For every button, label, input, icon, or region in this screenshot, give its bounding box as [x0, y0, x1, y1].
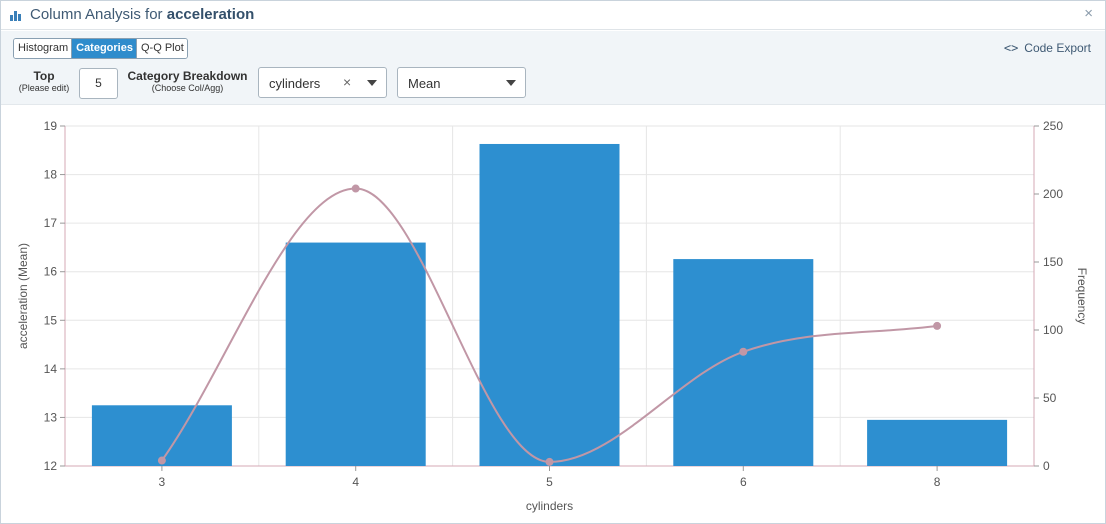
chart-type-tabs: Histogram Categories Q-Q Plot — [13, 38, 188, 59]
category-breakdown-chart: 12 13 14 15 16 17 18 19 0 50 100 150 200 250 3 4 5 6 8 cyli… — [16, 119, 1089, 513]
frequency-line — [161, 187, 938, 463]
window-title: Column Analysis for acceleration — [30, 6, 254, 23]
y-axis-title: acceleration (Mean) — [16, 243, 30, 349]
aggregation-value: Mean — [408, 76, 441, 91]
x-tick-label: 8 — [934, 475, 941, 489]
y2-tick-label: 250 — [1043, 119, 1063, 133]
top-sublabel: (Please edit) — [18, 83, 70, 93]
toolbar: Histogram Categories Q-Q Plot <> Code Exp… — [1, 31, 1105, 105]
tab-categories[interactable]: Categories — [72, 39, 137, 58]
category-column-value: cylinders — [269, 76, 321, 91]
y2-tick-label: 50 — [1043, 391, 1057, 405]
x-axis-title: cylinders — [526, 499, 573, 513]
bar — [673, 259, 814, 466]
breakdown-label: Category Breakdown — [127, 69, 248, 83]
aggregation-select[interactable]: Mean — [397, 67, 526, 98]
x-tick-label: 3 — [159, 475, 166, 489]
y-tick-label: 19 — [44, 119, 58, 133]
x-tick-label: 4 — [352, 475, 359, 489]
code-export-label: Code Export — [1024, 41, 1091, 55]
title-prefix: Column Analysis for — [30, 6, 163, 23]
tab-qq-plot[interactable]: Q-Q Plot — [136, 39, 187, 58]
y2-tick-label: 100 — [1043, 323, 1063, 337]
chevron-down-icon[interactable] — [367, 80, 377, 86]
x-tick-label: 5 — [546, 475, 553, 489]
clear-icon[interactable]: × — [343, 74, 352, 90]
bar — [91, 405, 232, 466]
frequency-point — [157, 456, 166, 465]
y-tick-label: 16 — [44, 265, 58, 279]
code-export-button[interactable]: <> Code Export — [1004, 41, 1091, 55]
y2-tick-label: 150 — [1043, 255, 1063, 269]
x-tick-label: 6 — [740, 475, 747, 489]
close-icon[interactable]: × — [1084, 5, 1093, 22]
bar — [867, 419, 1008, 466]
code-icon: <> — [1003, 41, 1019, 55]
tab-histogram[interactable]: Histogram — [14, 39, 73, 58]
frequency-point — [351, 184, 360, 193]
title-column-name: acceleration — [166, 6, 255, 23]
breakdown-sublabel: (Choose Col/Agg) — [151, 83, 224, 93]
chevron-down-icon[interactable] — [506, 80, 516, 86]
frequency-point — [739, 347, 748, 356]
y-tick-label: 14 — [44, 362, 58, 376]
frequency-point — [545, 457, 554, 466]
frequency-point — [933, 321, 942, 330]
y2-axis-title: Frequency — [1075, 268, 1089, 325]
bar — [285, 242, 426, 466]
title-bar: Column Analysis for acceleration × — [1, 1, 1105, 30]
top-label: Top — [33, 69, 55, 83]
y-tick-label: 12 — [44, 459, 58, 473]
y-tick-label: 18 — [44, 168, 58, 182]
y-tick-label: 13 — [44, 410, 58, 424]
bar-chart-icon — [10, 9, 22, 21]
bar — [479, 143, 620, 466]
breakdown-label-block: Category Breakdown (Choose Col/Agg) — [121, 69, 254, 93]
y-tick-label: 15 — [44, 313, 58, 327]
top-input[interactable]: 5 — [79, 68, 118, 99]
y-tick-label: 17 — [44, 216, 58, 230]
category-column-select[interactable]: cylinders × — [258, 67, 387, 98]
y2-tick-label: 200 — [1043, 187, 1063, 201]
top-label-block: Top (Please edit) — [11, 69, 77, 93]
y2-tick-label: 0 — [1043, 459, 1050, 473]
